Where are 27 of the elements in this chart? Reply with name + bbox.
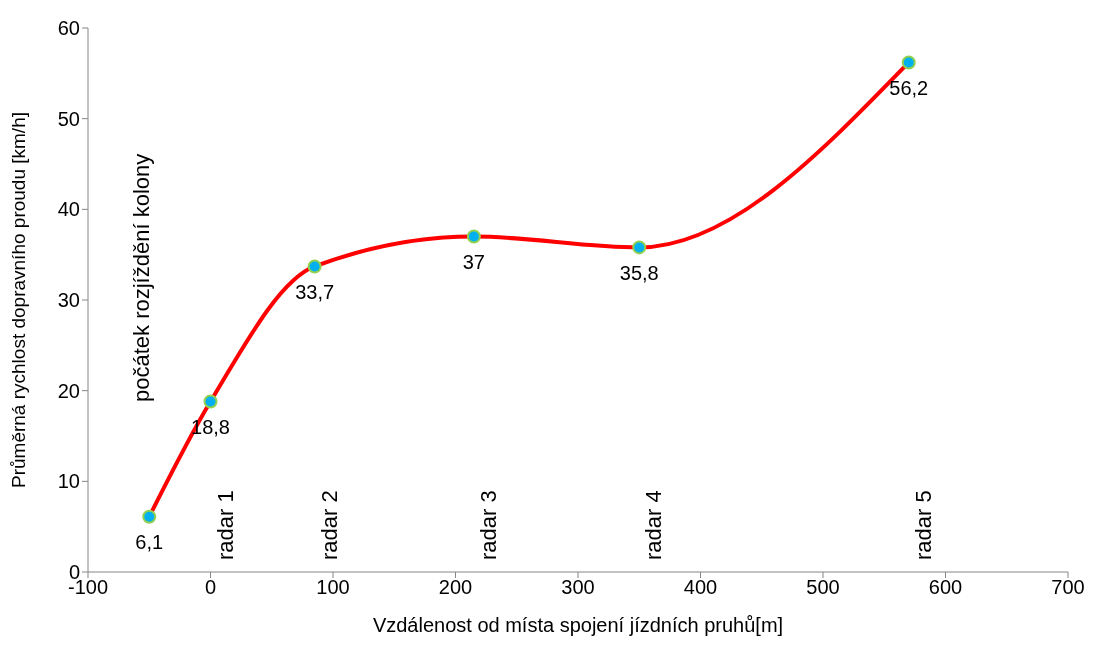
data-label: 33,7 [295, 280, 335, 303]
x-tick-label: 700 [1051, 576, 1085, 599]
x-tick-label: 200 [438, 576, 473, 599]
x-tick-label: 500 [806, 576, 840, 599]
data-label: 6,1 [135, 530, 164, 553]
annotation: radar 1 [212, 490, 238, 560]
annotation: radar 3 [475, 490, 501, 560]
data-label: 37 [462, 250, 485, 273]
y-tick-label: 60 [57, 17, 80, 40]
x-axis-title: Vzdálenost od místa spojení jízdních pruhů[m] [372, 614, 784, 636]
annotation: radar 5 [910, 490, 936, 560]
y-tick-label: 30 [57, 289, 80, 312]
annotation: radar 2 [316, 490, 342, 560]
x-tick-label: 600 [928, 576, 963, 599]
data-label: 35,8 [619, 261, 659, 284]
x-tick-label: 0 [204, 576, 217, 599]
y-axis-title: Průměrná rychlost dopravního proudu [km/h] [7, 112, 29, 488]
y-tick-label: 50 [57, 107, 80, 130]
x-tick-label: 300 [561, 576, 595, 599]
x-tick-label: 400 [683, 576, 718, 599]
x-tick-label: 100 [316, 576, 350, 599]
annotation: počátek rozjíždění kolony [129, 153, 155, 402]
y-tick-label: 20 [57, 379, 80, 402]
annotation: radar 4 [641, 490, 667, 560]
y-tick-label: 40 [57, 198, 80, 221]
data-label: 56,2 [889, 76, 929, 99]
y-tick-label: 10 [57, 470, 80, 493]
